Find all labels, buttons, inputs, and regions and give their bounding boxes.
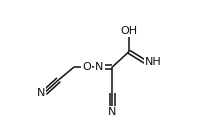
Text: N: N [95, 62, 104, 72]
Text: N: N [37, 88, 45, 98]
Text: OH: OH [120, 26, 138, 36]
Text: NH: NH [145, 57, 162, 67]
Text: N: N [108, 107, 116, 117]
Text: O: O [82, 62, 91, 72]
